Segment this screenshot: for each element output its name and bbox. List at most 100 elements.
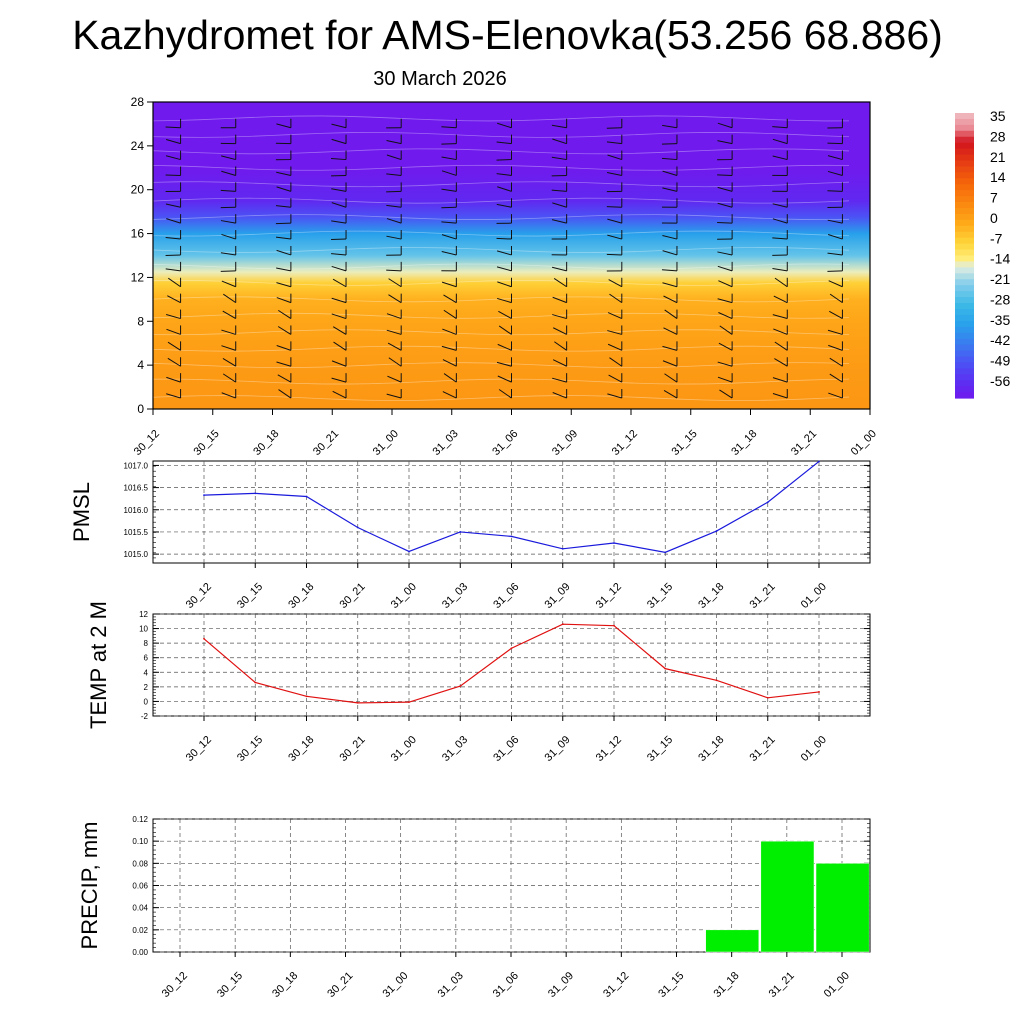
wind-barb (662, 187, 678, 192)
colorbar-cell (955, 202, 974, 209)
wind-barb (221, 155, 236, 161)
wind-barb (222, 310, 236, 319)
wind-barb (220, 220, 236, 224)
colorbar-cell (955, 279, 974, 286)
x-tick-label: 31_12 (601, 970, 631, 1000)
wind-barb (276, 171, 291, 176)
wind-barb (442, 359, 457, 367)
x-tick-label: 31_18 (696, 734, 726, 764)
y-tick-label: 8 (137, 314, 144, 328)
colorbar-label: 14 (990, 169, 1006, 185)
x-tick-label: 31_21 (748, 581, 778, 611)
temp-2m-point (356, 701, 359, 704)
colorbar-cell (955, 160, 974, 168)
temp-2m-point (715, 679, 718, 682)
temp-2m-point (459, 685, 462, 688)
x-tick-label: 31_03 (440, 734, 470, 764)
colorbar-cell (955, 386, 974, 393)
wind-barb (498, 389, 512, 399)
wind-barb (607, 343, 623, 351)
x-tick-label: 31_15 (670, 428, 700, 458)
x-tick-label: 30_18 (251, 428, 281, 458)
wind-barb (331, 360, 347, 367)
wind-barb (772, 138, 788, 145)
wind-barb (443, 309, 457, 319)
wind-barb (221, 329, 236, 335)
wind-barb (827, 219, 843, 224)
wind-barb (386, 269, 402, 272)
wind-barb (333, 341, 347, 351)
wind-barb (388, 357, 402, 367)
wind-barb (496, 203, 512, 208)
x-tick-label: 31_06 (491, 734, 521, 764)
wind-barb (443, 373, 457, 383)
wind-barb (827, 270, 843, 272)
wind-barb (663, 327, 678, 335)
temp-2m-point (254, 681, 257, 684)
colorbar-cell (955, 225, 974, 233)
wind-barb (607, 218, 622, 224)
wind-barb (772, 267, 788, 272)
wind-barb (441, 221, 457, 224)
y-tick-label: 6 (144, 654, 149, 663)
pmsl-point (766, 501, 769, 504)
x-tick-label: 31_00 (380, 970, 410, 1000)
wind-barb (497, 122, 512, 129)
wind-barb (387, 375, 402, 383)
x-tick-label: 31_21 (789, 428, 819, 458)
precip-axis-title: PRECIP, mm (77, 822, 102, 950)
pmsl-axis-title: PMSL (69, 482, 94, 542)
x-tick-label: 01_00 (799, 734, 829, 764)
y-tick-label: 0.00 (132, 948, 148, 957)
wind-barb (717, 174, 733, 176)
wind-barb (663, 295, 678, 304)
wind-barb (220, 252, 236, 256)
temp-2m-point (561, 623, 564, 626)
wind-barb (496, 141, 512, 145)
pmsl-panel: 1015.0 1015.5 1016.0 1016.5 1017.0 30_12 30_15… (69, 460, 871, 611)
wind-barb (609, 293, 623, 304)
wind-barb (663, 389, 678, 399)
wind-barb (332, 326, 347, 335)
wind-barb (552, 296, 567, 304)
wind-barb (496, 159, 512, 161)
pmsl-point (356, 526, 359, 529)
wind-barb (717, 361, 733, 367)
wind-barb (553, 278, 567, 288)
wind-barb (165, 203, 181, 208)
colorbar-cell (955, 273, 974, 280)
temp-2m-axis-title: TEMP at 2 M (86, 601, 111, 729)
x-tick-label: 30_15 (192, 428, 222, 458)
wind-barb (553, 327, 567, 335)
colorbar-cell (955, 285, 974, 292)
wind-barb (166, 313, 181, 320)
x-tick-label: 31_21 (767, 970, 797, 1000)
wind-barb (827, 329, 843, 335)
wind-barb (662, 170, 678, 176)
colorbar-cell (955, 332, 974, 340)
y-tick-label: 0 (137, 402, 144, 416)
wind-barb (275, 236, 291, 240)
wind-barb (607, 172, 622, 176)
colorbar-cell (955, 350, 974, 358)
temp-2m-point (613, 624, 615, 627)
y-tick-label: 20 (131, 183, 145, 197)
colorbar-cell (955, 196, 974, 203)
colorbar-label: -28 (990, 291, 1010, 307)
wind-barb (772, 126, 788, 129)
y-tick-label: 10 (139, 625, 148, 634)
wind-barb (441, 281, 457, 288)
wind-barb (332, 390, 347, 399)
colorbar-label: -21 (990, 271, 1010, 287)
x-tick-label: 31_09 (550, 428, 580, 458)
colorbar-cell (955, 130, 974, 138)
colorbar-cell (955, 113, 974, 120)
page-subtitle: 30 March 2026 (373, 68, 507, 90)
colorbar-cell (955, 243, 974, 251)
colorbar-cell (955, 297, 974, 304)
colorbar-cell (955, 368, 974, 375)
y-tick-label: 28 (131, 95, 145, 109)
y-tick-label: 0.08 (132, 859, 148, 868)
colorbar-cell (955, 124, 974, 132)
wind-barb (609, 357, 623, 367)
